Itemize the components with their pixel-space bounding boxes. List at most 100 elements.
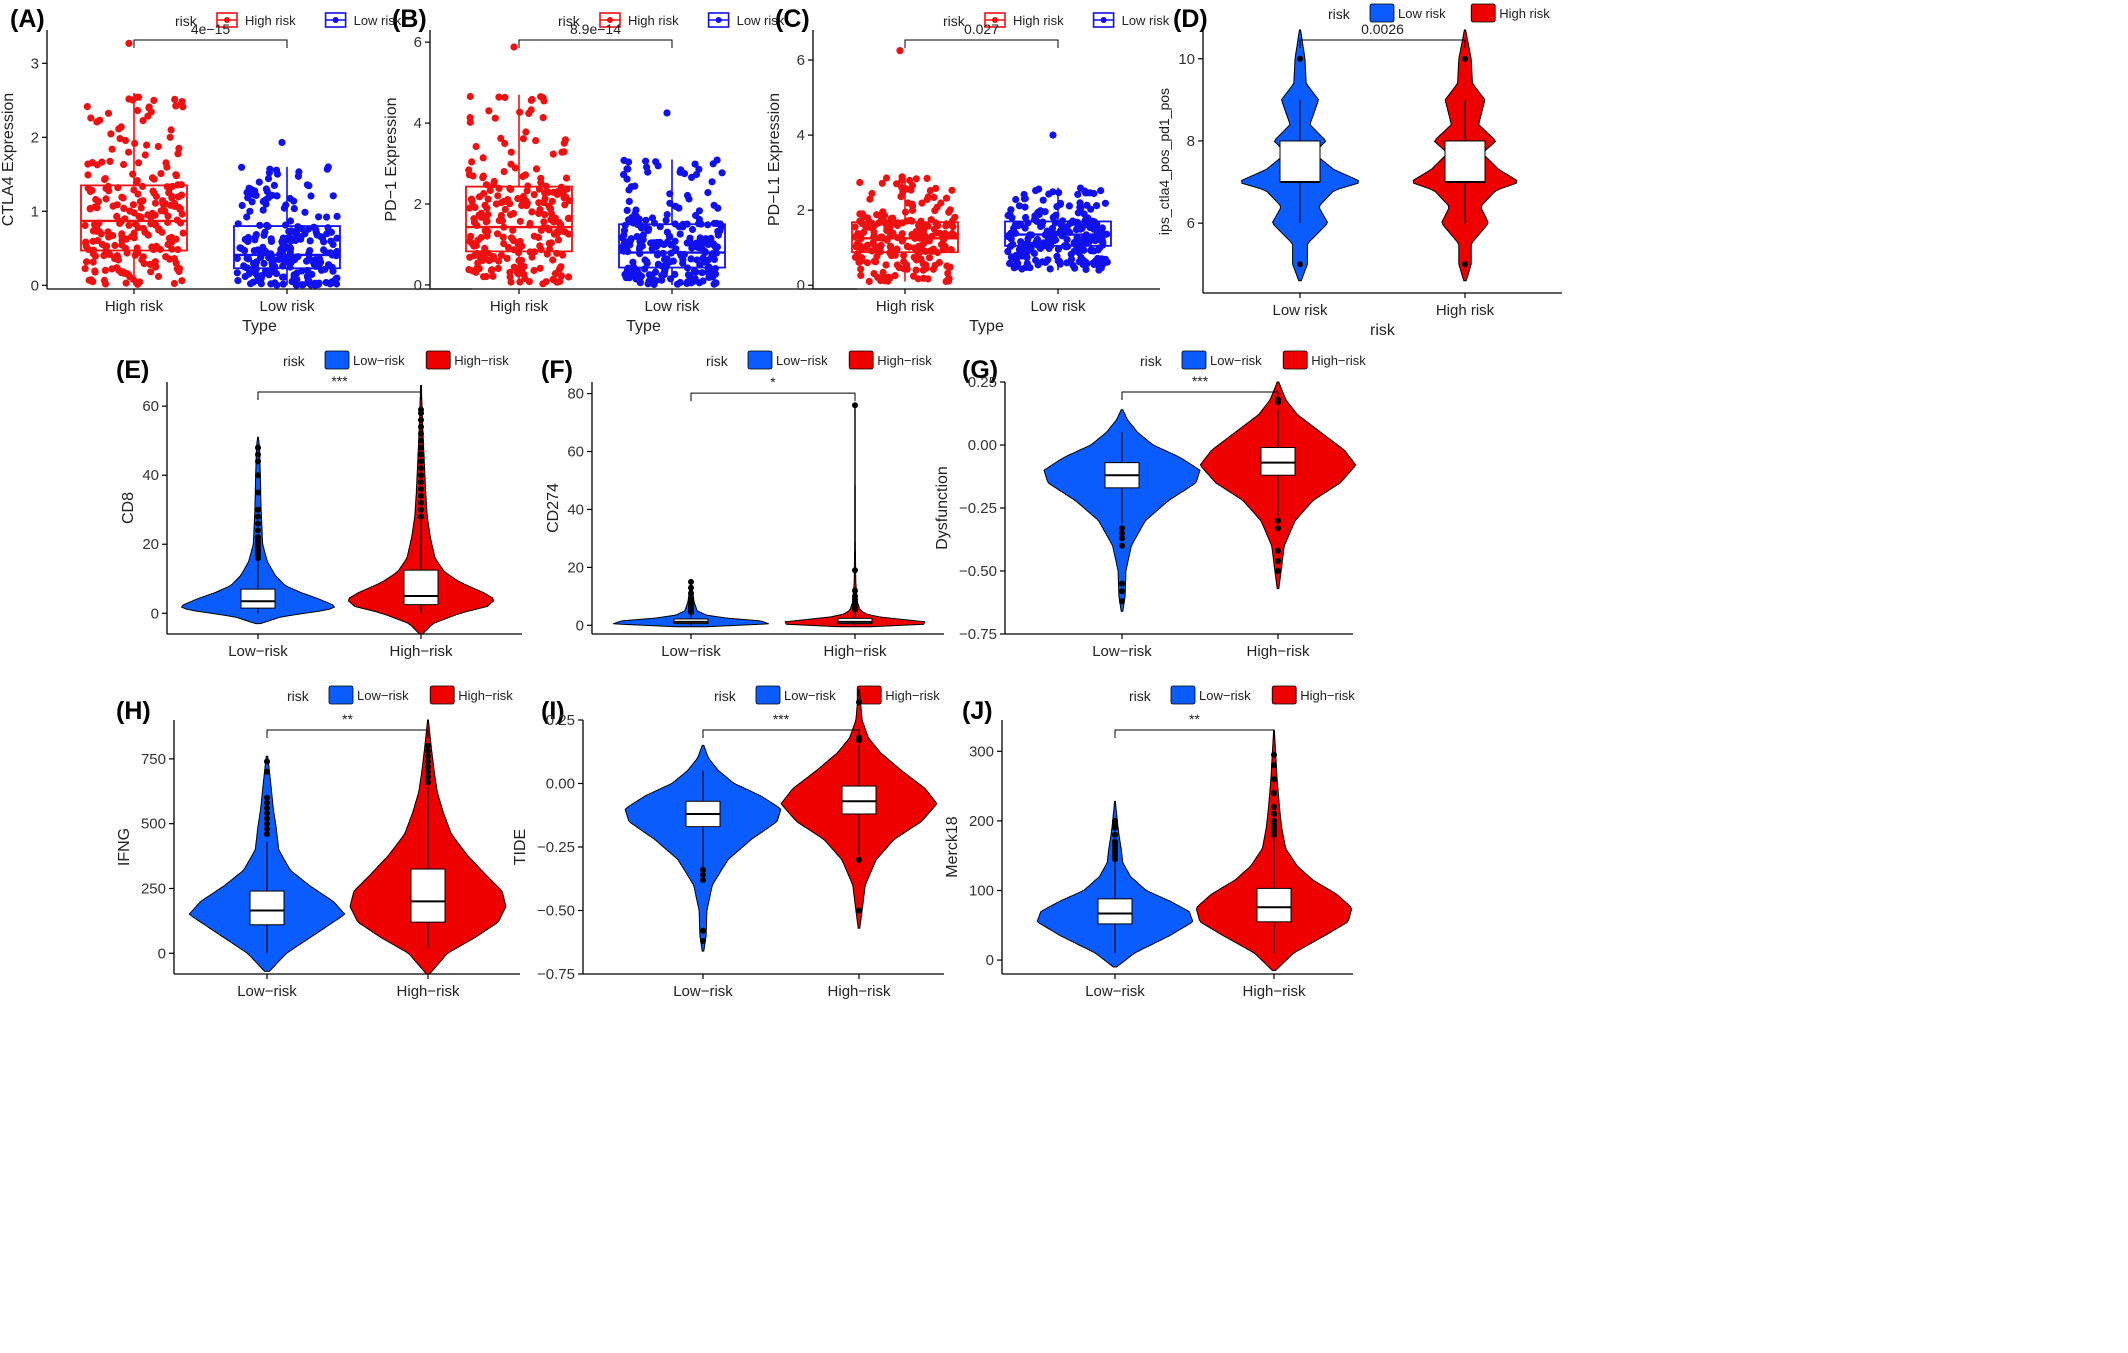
data-point [698, 269, 706, 277]
data-point [536, 264, 544, 272]
legend: risk Low−risk High−risk [283, 350, 509, 370]
data-point [868, 189, 876, 198]
outlier-point [418, 472, 424, 479]
data-point [1022, 213, 1030, 222]
data-point [298, 281, 306, 289]
data-point [170, 279, 178, 288]
data-point [269, 258, 277, 266]
outlier-point [1112, 838, 1118, 845]
outlier-point [255, 527, 261, 534]
data-point [550, 218, 558, 226]
data-point [1046, 265, 1054, 273]
series-low [1043, 409, 1201, 612]
data-point [865, 277, 873, 285]
data-point [333, 234, 341, 242]
data-point [497, 251, 506, 259]
data-point [245, 184, 253, 192]
data-point [107, 130, 115, 138]
data-point [870, 270, 878, 278]
legend-key-high [429, 685, 455, 705]
legend-key-high [1282, 350, 1308, 370]
data-point [106, 231, 114, 239]
data-point [553, 190, 561, 198]
data-point [856, 217, 864, 225]
data-point [509, 226, 517, 234]
data-point [83, 103, 91, 111]
y-tick-label: 0.25 [968, 374, 997, 391]
data-point [1045, 190, 1053, 198]
data-point [704, 189, 712, 197]
series-high [465, 43, 573, 288]
legend-label: Low risk [1122, 13, 1170, 28]
data-point [912, 266, 920, 274]
outlier-point [255, 520, 261, 527]
outlier-point [1271, 817, 1277, 824]
data-point [1021, 203, 1029, 211]
data-point [549, 275, 557, 283]
data-point [706, 269, 714, 277]
data-point [84, 245, 93, 253]
data-point [307, 281, 315, 289]
data-point [1009, 240, 1017, 249]
data-point [935, 258, 944, 267]
data-point [297, 235, 305, 243]
data-point [945, 277, 953, 285]
x-tick-label: Low−risk [1085, 983, 1145, 1000]
panel-d: (D) risk Low risk High risk 6 8 10 Low risk High… [1156, 3, 1562, 339]
outlier-point [688, 578, 694, 585]
data-point [171, 95, 179, 103]
bracket-line [702, 729, 860, 738]
y-tick-label: 2 [31, 129, 39, 146]
series-high [784, 402, 926, 628]
data-point [643, 224, 651, 232]
y-tick-label: 750 [141, 751, 166, 768]
data-point [693, 239, 701, 247]
p-value-label: *** [773, 711, 790, 727]
outlier-point [852, 587, 858, 594]
data-point [853, 243, 861, 251]
panel-label: (G) [962, 356, 998, 384]
data-point [317, 233, 325, 241]
data-point [484, 195, 492, 203]
outlier-point [418, 458, 424, 465]
data-point [539, 114, 547, 122]
data-point [260, 231, 268, 239]
legend-label: High−risk [877, 353, 932, 368]
legend-key-dot-high [607, 17, 613, 23]
data-point [244, 237, 252, 246]
outlier-point [1297, 55, 1303, 62]
data-point [237, 245, 245, 253]
data-point [94, 237, 102, 245]
data-point [501, 93, 509, 101]
data-point [942, 194, 951, 202]
outlier-point [425, 763, 431, 770]
series-high [1199, 381, 1357, 590]
data-point [853, 250, 862, 258]
data-point [873, 211, 881, 219]
data-point [91, 267, 99, 275]
data-point [1080, 210, 1088, 218]
y-tick-label: 8 [1187, 133, 1195, 150]
outlier-point [418, 513, 424, 520]
outlier-point [264, 820, 270, 827]
data-point [82, 238, 90, 246]
y-axis-title: CTLA4 Expression [0, 93, 17, 226]
data-point [1101, 255, 1109, 263]
data-point [897, 193, 905, 201]
data-point [507, 185, 515, 193]
x-axis-title: Type [242, 318, 277, 335]
outlier-point [418, 423, 424, 430]
data-point [1038, 258, 1047, 266]
data-point [234, 277, 242, 285]
data-point [540, 199, 548, 207]
data-point [163, 183, 171, 191]
outlier-point [1275, 517, 1281, 524]
data-point [516, 278, 524, 286]
data-point [243, 213, 251, 221]
y-axis-title: PD−1 Expression [383, 97, 400, 221]
legend-title: risk [287, 688, 310, 704]
data-point [1022, 263, 1030, 271]
legend-title: risk [283, 353, 306, 369]
data-point [159, 197, 167, 205]
data-point [125, 221, 133, 229]
